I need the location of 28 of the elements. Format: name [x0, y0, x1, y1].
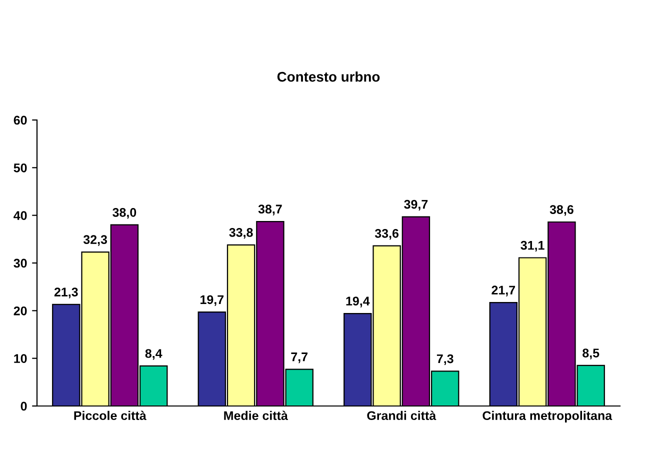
- x-tick-label: Piccole città: [74, 410, 146, 420]
- y-tick-label: 50: [14, 163, 27, 172]
- y-tick-label: 20: [14, 306, 27, 316]
- data-label: 7,3: [436, 354, 454, 365]
- data-label: 39,7: [404, 200, 428, 211]
- x-tick-label: Medie città: [224, 410, 288, 420]
- y-tick-label: 40: [14, 211, 27, 220]
- data-label: 38,6: [550, 205, 574, 216]
- data-label: 32,3: [83, 235, 108, 246]
- data-label: 8,5: [582, 348, 600, 360]
- y-tick-label: 10: [14, 354, 27, 363]
- data-label: 38,7: [258, 204, 282, 216]
- chart-title: Contesto urbno: [277, 72, 380, 82]
- y-tick-label: 30: [14, 258, 27, 268]
- data-label: 33,8: [229, 228, 253, 239]
- y-tick-label: 0: [20, 402, 27, 411]
- data-label: 21,7: [492, 286, 516, 296]
- x-tick-label: Cintura metropolitana: [482, 410, 612, 423]
- data-label: 31,1: [520, 240, 544, 252]
- data-label: 19,7: [200, 295, 224, 306]
- data-label: 7,7: [291, 352, 308, 364]
- data-label: 19,4: [346, 296, 370, 308]
- x-tick-label: Grandi città: [367, 410, 436, 420]
- data-label: 38,0: [112, 208, 136, 219]
- data-label: 8,4: [145, 349, 162, 360]
- y-tick-label: 60: [14, 116, 27, 125]
- data-label: 33,6: [374, 228, 399, 240]
- data-label: 21,3: [54, 288, 78, 298]
